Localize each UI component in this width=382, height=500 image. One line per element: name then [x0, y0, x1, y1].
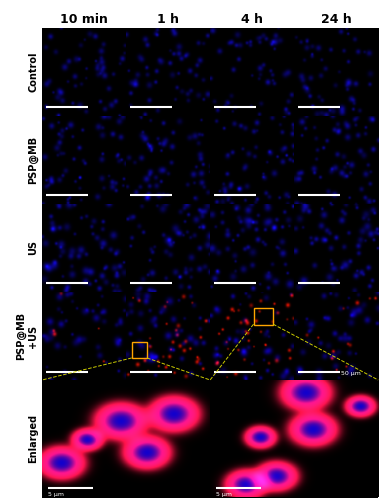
- Text: US: US: [28, 240, 38, 256]
- Text: Control: Control: [28, 52, 38, 92]
- Text: 4 h: 4 h: [241, 13, 263, 26]
- Bar: [254, 308, 274, 324]
- Text: Enlarged: Enlarged: [28, 414, 38, 464]
- Text: PSP@MB
+US: PSP@MB +US: [16, 312, 38, 360]
- Text: 24 h: 24 h: [321, 13, 351, 26]
- Text: 5 μm: 5 μm: [48, 492, 64, 498]
- Text: 1 h: 1 h: [157, 13, 179, 26]
- Bar: [132, 342, 147, 358]
- Text: 50 μm: 50 μm: [342, 370, 361, 376]
- Text: 10 min: 10 min: [60, 13, 108, 26]
- Text: 5 μm: 5 μm: [216, 492, 232, 498]
- Text: PSP@MB: PSP@MB: [28, 136, 38, 184]
